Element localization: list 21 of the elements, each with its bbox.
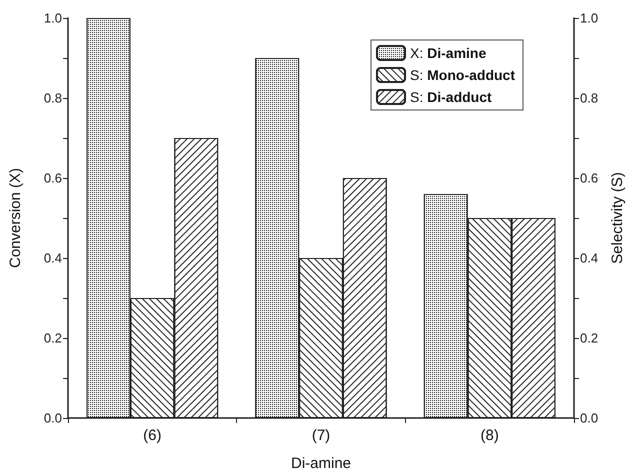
y2-axis-title: Selectivity (S) bbox=[609, 172, 626, 264]
x-tick-label: (7) bbox=[312, 427, 330, 444]
x-axis-title: Di-amine bbox=[290, 455, 352, 472]
y2-tick-label: 1.0 bbox=[580, 10, 598, 26]
y-tick-label: 0.0 bbox=[44, 410, 62, 426]
y-tick-label: 0.6 bbox=[44, 170, 62, 186]
x-tick-label: (8) bbox=[480, 427, 499, 444]
y-axis-title: Conversion (X) bbox=[7, 168, 24, 268]
y2-tick-label: 0.8 bbox=[580, 90, 598, 106]
legend-label: X: Di-amine bbox=[410, 45, 486, 61]
y2-tick-label: 0.2 bbox=[580, 330, 598, 346]
y-tick-label: 0.8 bbox=[44, 90, 62, 106]
y2-tick-label: 0.4 bbox=[580, 250, 598, 266]
y-tick-label: 0.4 bbox=[44, 250, 62, 266]
x-tick-label: (6) bbox=[143, 427, 162, 444]
legend-label: S: Di-adduct bbox=[410, 89, 492, 105]
y2-tick-label: 0.0 bbox=[580, 410, 598, 426]
legend-label: S: Mono-adduct bbox=[410, 67, 516, 83]
y-tick-label: 0.2 bbox=[44, 330, 62, 346]
y-tick-label: 1.0 bbox=[44, 10, 62, 26]
y2-tick-label: 0.6 bbox=[580, 170, 598, 186]
